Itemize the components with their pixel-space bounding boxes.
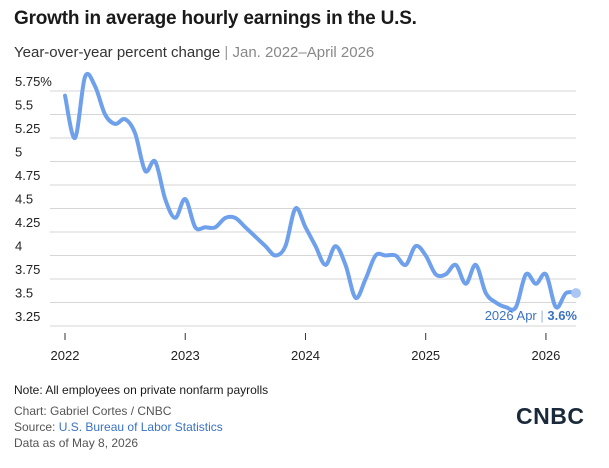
callout-value: 3.6% <box>547 308 577 323</box>
chart-subtitle: Year-over-year percent change | Jan. 202… <box>14 44 374 61</box>
footnote: Note: All employees on private nonfarm p… <box>14 383 269 397</box>
chart-title: Growth in average hourly earnings in the… <box>14 8 417 29</box>
y-axis-ticks: 5.75% 5.5 5.25 5 4.75 4.5 4.25 4 3.75 3.5 3.25 <box>15 74 52 324</box>
callout-separator: | <box>540 308 547 323</box>
cnbc-logo-text: CNBC <box>516 403 584 429</box>
y-tick-label: 4.25 <box>15 215 40 230</box>
data-as-of: Data as of May 8, 2026 <box>14 436 139 450</box>
source-line: Source: U.S. Bureau of Labor Statistics <box>14 420 223 434</box>
cnbc-logo: CNBC <box>516 403 584 429</box>
callout-date: 2026 Apr <box>485 308 541 323</box>
latest-value-callout: 2026 Apr | 3.6% <box>485 288 581 323</box>
y-tick-label: 5.75% <box>15 74 52 89</box>
y-tick-label: 3.25 <box>15 309 40 324</box>
y-tick-label: 3.75 <box>15 262 40 277</box>
callout-label: 2026 Apr | 3.6% <box>485 308 578 323</box>
x-axis-ticks: 2022 2023 2024 2025 2026 <box>51 333 560 363</box>
subtitle-date-range: Jan. 2022–April 2026 <box>232 44 375 61</box>
y-tick-label: 3.5 <box>15 286 33 301</box>
y-tick-label: 5.25 <box>15 121 40 136</box>
x-tick-label: 2024 <box>291 348 320 363</box>
series-line-earnings-growth <box>63 71 578 312</box>
x-tick-label: 2022 <box>51 348 80 363</box>
y-tick-label: 4.5 <box>15 192 33 207</box>
subtitle-separator: | <box>224 44 229 61</box>
y-tick-label: 5.5 <box>15 98 33 113</box>
subtitle-text: Year-over-year percent change <box>14 44 221 61</box>
y-tick-label: 5 <box>15 145 22 160</box>
x-tick-label: 2025 <box>411 348 440 363</box>
source-link[interactable]: U.S. Bureau of Labor Statistics <box>58 420 223 434</box>
source-prefix: Source: <box>14 420 59 434</box>
line-chart: 5.75% 5.5 5.25 5 4.75 4.5 4.25 4 3.75 3.5 3.25 202… <box>15 71 581 363</box>
chart-credit: Chart: Gabriel Cortes / CNBC <box>14 404 172 418</box>
x-tick-label: 2026 <box>531 348 560 363</box>
x-tick-label: 2023 <box>171 348 200 363</box>
gridlines <box>50 90 576 327</box>
y-tick-label: 4 <box>15 239 22 254</box>
y-tick-label: 4.75 <box>15 168 40 183</box>
latest-point-marker <box>571 288 581 299</box>
